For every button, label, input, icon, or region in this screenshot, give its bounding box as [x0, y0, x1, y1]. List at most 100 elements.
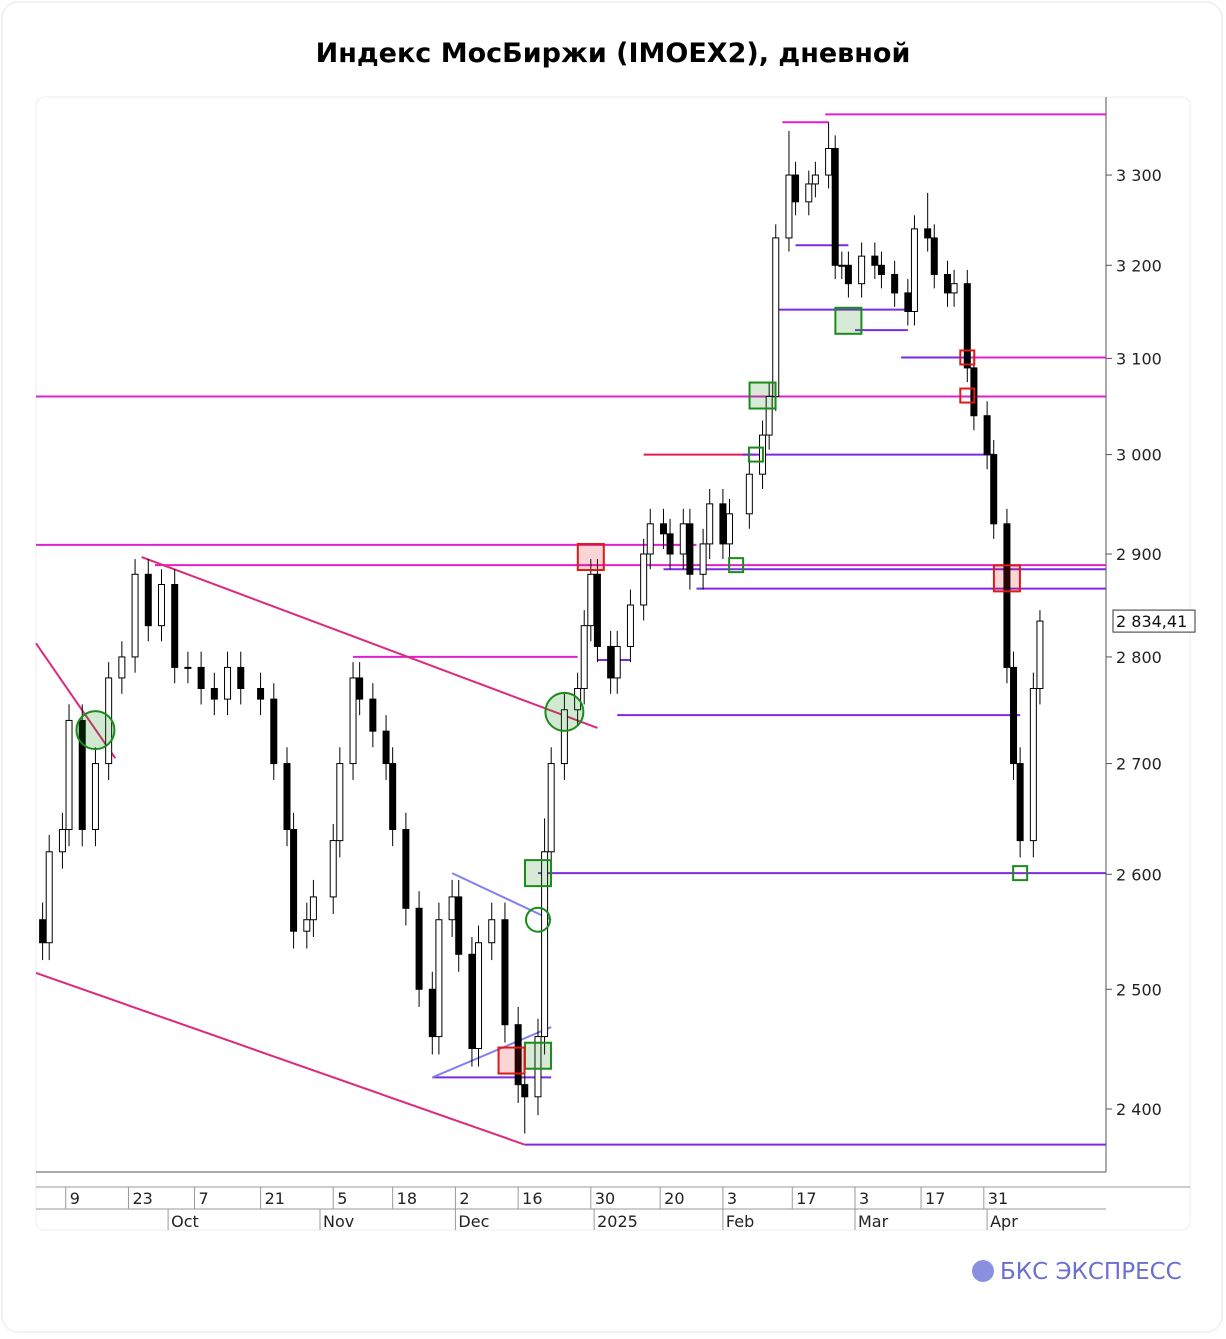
candle-body — [1016, 763, 1024, 842]
marker — [544, 691, 585, 732]
candle-body — [613, 645, 621, 679]
x-tick-label: Nov — [323, 1212, 354, 1231]
candle-body — [679, 523, 687, 555]
candle-body — [197, 666, 205, 690]
candle-body — [838, 264, 846, 267]
candle-body — [356, 677, 364, 700]
candle-body — [580, 625, 588, 690]
chart-title: Индекс МосБиржи (IMOEX2), дневной — [316, 38, 911, 69]
candle-body — [514, 1024, 522, 1086]
candle-body — [257, 688, 265, 700]
candle-body — [171, 583, 179, 668]
candle-body — [448, 896, 456, 921]
candle-body — [157, 583, 165, 627]
candle-body — [144, 573, 152, 627]
candle-body — [184, 666, 192, 669]
candle-body — [1036, 620, 1044, 690]
trend-line — [431, 1026, 552, 1079]
marker — [497, 1046, 526, 1075]
y-tick-label: 2 400 — [1116, 1100, 1162, 1119]
marker — [834, 306, 863, 335]
candle-body — [428, 988, 436, 1038]
candle-body — [745, 473, 753, 515]
marker — [992, 564, 1021, 593]
candle-body — [990, 454, 998, 525]
y-tick-label: 3 100 — [1116, 349, 1162, 368]
marker — [728, 557, 745, 574]
x-tick-label: 2 — [459, 1189, 469, 1208]
candle-body — [210, 688, 218, 700]
candle-body — [1029, 688, 1037, 842]
marker — [959, 349, 976, 366]
candle-body — [224, 666, 232, 700]
marker — [524, 906, 551, 933]
y-tick-label: 2 800 — [1116, 648, 1162, 667]
candle-body — [963, 283, 971, 369]
candle-body — [950, 283, 958, 294]
y-tick-label: 2 700 — [1116, 755, 1162, 774]
y-tick-label: 3 000 — [1116, 446, 1162, 465]
marker — [959, 387, 976, 404]
candle-body — [930, 237, 938, 275]
y-tick-label: 2 500 — [1116, 980, 1162, 999]
candle-body — [560, 709, 568, 765]
x-tick-label: 2025 — [597, 1212, 638, 1231]
candle-body — [290, 828, 298, 932]
x-tick-label: 18 — [397, 1189, 417, 1208]
candle-body — [593, 573, 601, 647]
candle-body — [844, 264, 852, 285]
candle-body — [39, 919, 47, 944]
candle-body — [1010, 666, 1018, 765]
brand-logo — [972, 1260, 994, 1282]
candle-body — [924, 228, 932, 239]
candle-body — [877, 264, 885, 275]
candle-body — [435, 919, 443, 1038]
x-tick-label: Dec — [458, 1212, 489, 1231]
candle-body — [659, 523, 667, 535]
candle-body — [811, 174, 819, 185]
candle-body — [309, 896, 317, 921]
marker — [523, 1041, 552, 1070]
y-tick-label: 3 200 — [1116, 256, 1162, 275]
candle-body — [943, 273, 951, 294]
candle-body — [402, 828, 410, 909]
marker — [1012, 865, 1029, 882]
x-tick-label: Oct — [171, 1212, 199, 1231]
candle-body — [772, 237, 780, 397]
candle-body — [329, 840, 337, 898]
y-tick-label: 2 900 — [1116, 545, 1162, 564]
marker — [747, 446, 764, 463]
candle-body — [468, 953, 476, 1050]
trend-line — [141, 556, 598, 729]
last-price-box — [1112, 609, 1196, 633]
x-tick-label: 9 — [70, 1189, 80, 1208]
x-tick-label: Mar — [858, 1212, 889, 1231]
x-tick-label: 17 — [796, 1189, 816, 1208]
candle-body — [666, 533, 674, 555]
candle-body — [382, 730, 390, 765]
candle-body — [336, 763, 344, 842]
x-tick-label: 17 — [925, 1189, 945, 1208]
candle-body — [607, 645, 615, 679]
candle-body — [118, 656, 126, 679]
candle-body — [547, 763, 555, 853]
candle-body — [640, 553, 648, 606]
candle-body — [706, 503, 714, 545]
candle-body — [910, 228, 918, 312]
candle-body — [65, 719, 73, 830]
marker — [75, 710, 116, 751]
y-tick-label: 3 300 — [1116, 166, 1162, 185]
candle-body — [45, 851, 53, 944]
x-tick-label: 3 — [727, 1189, 737, 1208]
candle-body — [792, 174, 800, 203]
x-tick-label: 7 — [199, 1189, 209, 1208]
candle-body — [283, 763, 291, 830]
candle-body — [455, 896, 463, 955]
x-tick-label: 16 — [522, 1189, 542, 1208]
candle-body — [587, 573, 595, 627]
candle-body — [303, 919, 311, 932]
candle-body — [726, 513, 734, 545]
candle-body — [871, 255, 879, 266]
candle-body — [475, 942, 483, 1050]
